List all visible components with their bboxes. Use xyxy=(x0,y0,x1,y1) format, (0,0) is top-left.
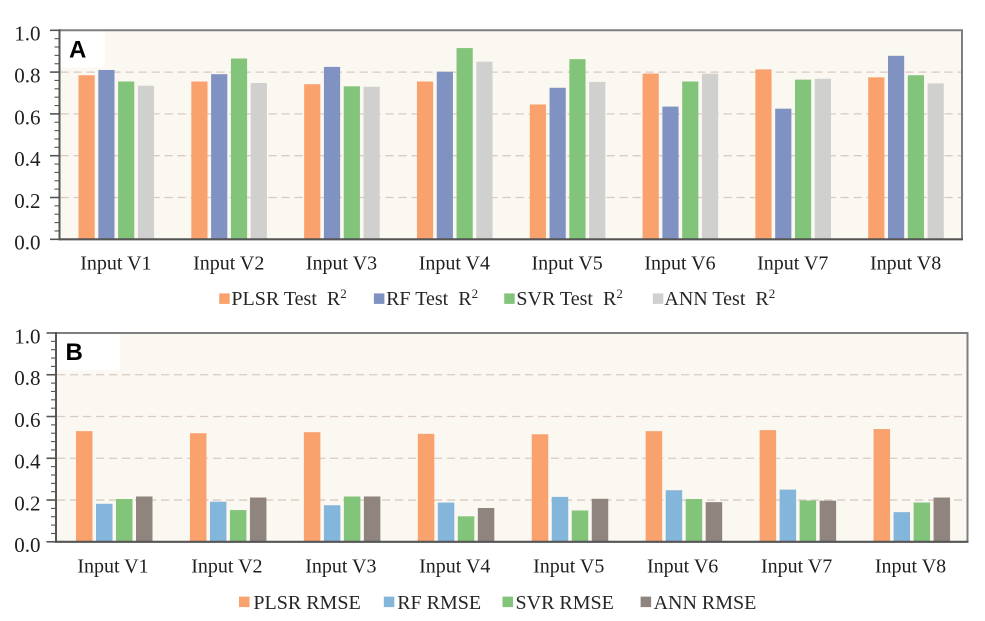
svg-text:1.0: 1.0 xyxy=(14,22,40,46)
svg-text:0.6: 0.6 xyxy=(14,105,40,129)
svg-text:B: B xyxy=(66,339,83,366)
svg-text:ANN Test R2: ANN Test R2 xyxy=(664,286,775,310)
svg-text:Input V7: Input V7 xyxy=(757,253,828,275)
svg-text:RF RMSE: RF RMSE xyxy=(397,592,481,614)
svg-text:0.0: 0.0 xyxy=(14,533,40,557)
svg-text:Input V5: Input V5 xyxy=(533,556,604,578)
svg-text:0.2: 0.2 xyxy=(14,189,40,213)
svg-text:Input V1: Input V1 xyxy=(80,253,151,275)
svg-text:PLSR Test R2: PLSR Test R2 xyxy=(231,286,346,310)
svg-text:Input V4: Input V4 xyxy=(419,253,490,275)
svg-text:0.4: 0.4 xyxy=(14,450,41,474)
svg-text:0.2: 0.2 xyxy=(14,491,40,515)
svg-text:RF Test R2: RF Test R2 xyxy=(386,286,478,310)
svg-text:A: A xyxy=(69,36,86,63)
svg-text:Input V7: Input V7 xyxy=(761,556,832,578)
svg-text:0.4: 0.4 xyxy=(14,147,41,171)
svg-text:0.8: 0.8 xyxy=(14,366,40,390)
svg-text:0.8: 0.8 xyxy=(14,64,40,88)
svg-text:Input V8: Input V8 xyxy=(875,556,946,578)
svg-text:Input V6: Input V6 xyxy=(644,253,715,275)
svg-text:0.0: 0.0 xyxy=(14,231,40,255)
svg-text:Input V5: Input V5 xyxy=(532,253,603,275)
svg-text:Input V2: Input V2 xyxy=(191,556,262,578)
svg-text:SVR RMSE: SVR RMSE xyxy=(516,592,614,614)
svg-text:SVR Test R2: SVR Test R2 xyxy=(516,286,622,310)
svg-text:Input V8: Input V8 xyxy=(870,253,941,275)
svg-text:Input V1: Input V1 xyxy=(77,556,148,578)
svg-text:ANN RMSE: ANN RMSE xyxy=(654,592,757,614)
svg-text:Input V6: Input V6 xyxy=(647,556,718,578)
svg-text:0.6: 0.6 xyxy=(14,408,40,432)
svg-text:Input V4: Input V4 xyxy=(419,556,490,578)
svg-text:Input V3: Input V3 xyxy=(306,253,377,275)
svg-text:1.0: 1.0 xyxy=(14,324,40,348)
svg-text:PLSR RMSE: PLSR RMSE xyxy=(253,592,360,614)
svg-text:Input V3: Input V3 xyxy=(305,556,376,578)
svg-text:Input V2: Input V2 xyxy=(193,253,264,275)
